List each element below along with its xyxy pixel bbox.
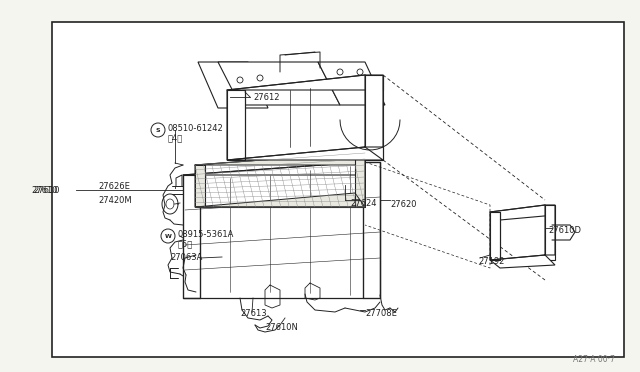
- Polygon shape: [227, 147, 383, 160]
- Polygon shape: [198, 62, 268, 108]
- FancyBboxPatch shape: [52, 22, 624, 357]
- Polygon shape: [490, 255, 555, 268]
- Polygon shape: [355, 153, 365, 207]
- Polygon shape: [490, 205, 555, 220]
- Text: （4）: （4）: [168, 134, 183, 142]
- Text: A27·A 00·7: A27·A 00·7: [573, 355, 615, 364]
- Text: 27610: 27610: [33, 186, 60, 195]
- Text: S: S: [156, 128, 160, 132]
- Text: 27610D: 27610D: [548, 225, 581, 234]
- Polygon shape: [183, 175, 200, 298]
- Text: 27624: 27624: [350, 199, 376, 208]
- Polygon shape: [318, 62, 385, 105]
- Polygon shape: [195, 165, 205, 207]
- Polygon shape: [195, 153, 365, 165]
- Text: （5）: （5）: [178, 240, 193, 248]
- Text: 27613: 27613: [240, 308, 267, 317]
- Text: 27626E: 27626E: [98, 182, 130, 190]
- Text: 27610: 27610: [31, 186, 58, 195]
- Text: 27610N: 27610N: [265, 324, 298, 333]
- Text: 08915-5361A: 08915-5361A: [178, 230, 234, 238]
- Text: 27063A: 27063A: [170, 253, 202, 262]
- Polygon shape: [365, 75, 383, 160]
- Polygon shape: [363, 162, 380, 298]
- Text: 27708E: 27708E: [365, 310, 397, 318]
- Text: W: W: [164, 234, 172, 238]
- Text: 08510-61242: 08510-61242: [168, 124, 224, 132]
- Text: 27420M: 27420M: [98, 196, 132, 205]
- Polygon shape: [227, 75, 383, 90]
- Polygon shape: [195, 193, 365, 207]
- Polygon shape: [183, 162, 380, 175]
- Polygon shape: [218, 62, 340, 105]
- Text: 27612: 27612: [253, 93, 280, 102]
- Polygon shape: [227, 90, 245, 160]
- Polygon shape: [490, 212, 500, 260]
- Text: 27620: 27620: [390, 199, 417, 208]
- Text: 27192: 27192: [478, 257, 504, 266]
- Polygon shape: [545, 205, 555, 260]
